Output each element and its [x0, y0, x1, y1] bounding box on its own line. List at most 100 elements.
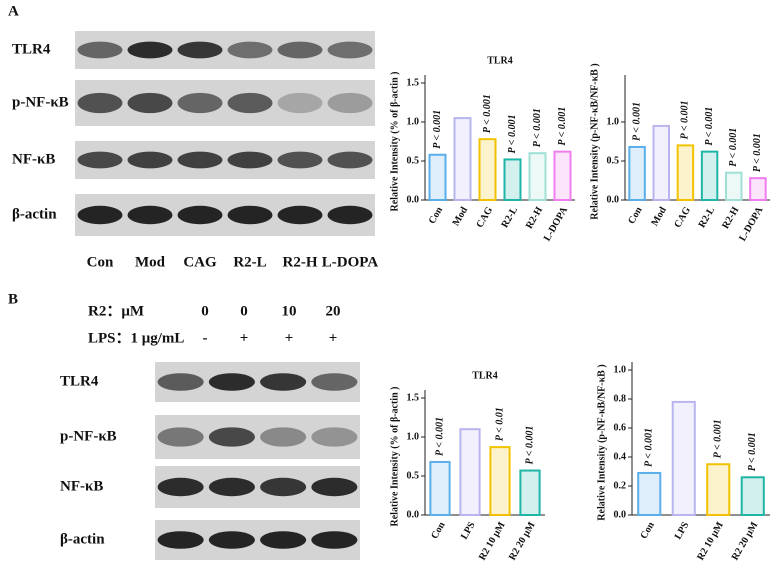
x-tick-label: R2 10 μM [695, 520, 726, 563]
treatment-level: 10 [282, 303, 297, 319]
bar [676, 144, 695, 201]
treatment-level: 0 [201, 303, 209, 319]
lane-label: Mod [135, 254, 166, 270]
bar [652, 124, 670, 201]
bar [628, 145, 646, 202]
p-value-annotation: P < 0.001 [557, 107, 568, 146]
treatment-level: 0 [240, 303, 248, 319]
p-value-annotation: P < 0.001 [728, 128, 739, 167]
y-axis-label: Relative Intensity (% of β-actin ) [389, 387, 400, 527]
x-tick-label: R2 10 μM [477, 520, 508, 563]
x-tick-label: LPS [673, 520, 692, 542]
blot-band [208, 373, 255, 391]
y-tick-label: 1.0 [407, 116, 420, 127]
y-axis-label: Relative Intensity (% of β-actin ) [389, 72, 400, 212]
blot-band [311, 373, 358, 391]
blot-band [227, 41, 273, 59]
y-tick-label: 0.6 [614, 422, 627, 433]
x-tick-label: R2-L [499, 205, 520, 230]
blot-band [127, 151, 173, 169]
p-value-annotation: P < 0.001 [644, 428, 655, 467]
blot-strip [75, 194, 375, 236]
x-tick-label: Con [626, 205, 645, 226]
p-value-annotation: P < 0.001 [680, 100, 691, 139]
blot-label: NF-κB [12, 151, 55, 167]
blot-band [227, 151, 273, 169]
bar [489, 446, 511, 517]
blot-band [177, 151, 223, 169]
blot-band [260, 427, 307, 447]
p-value-annotation: P < 0.001 [432, 110, 443, 149]
blot-label: p-NF-κB [60, 428, 117, 444]
blot-band [327, 205, 373, 225]
blot-band [277, 205, 323, 225]
bar [725, 171, 743, 201]
blot-band [208, 531, 255, 549]
bar [478, 138, 497, 202]
y-tick-label: 0.0 [407, 509, 420, 520]
y-tick-label: 0.5 [407, 470, 420, 481]
p-value-annotation: P < 0.001 [532, 108, 543, 147]
y-tick-label: 1.5 [407, 77, 420, 88]
bar [637, 471, 662, 517]
y-tick-label: 0.5 [407, 155, 420, 166]
bar [453, 117, 472, 201]
x-tick-label: R2-H [720, 205, 741, 231]
bar [459, 428, 481, 517]
blot-band [311, 477, 358, 497]
blot-band [157, 427, 204, 447]
bar [503, 158, 522, 202]
treatment-level: + [329, 330, 338, 346]
x-tick-label: L-DOPA [737, 204, 766, 243]
blot-band [327, 41, 373, 59]
blot-label: TLR4 [12, 41, 51, 57]
blot-band [157, 531, 204, 549]
blot-band [177, 92, 223, 114]
blot-band [327, 151, 373, 169]
x-tick-label: L-DOPA [542, 204, 571, 243]
p-value-annotation: P < 0.001 [704, 107, 715, 146]
y-tick-label: 1.0 [607, 116, 620, 127]
x-tick-label: Con [429, 520, 448, 541]
blot-band [260, 531, 307, 549]
bar [671, 400, 696, 516]
x-tick-label: CAG [474, 205, 495, 230]
y-tick-label: 0.8 [614, 393, 627, 404]
bar [528, 152, 547, 201]
blot-band [177, 205, 223, 225]
p-value-annotation: P < 0.001 [713, 419, 724, 458]
blot-band [77, 41, 123, 59]
lane-label: CAG [183, 254, 217, 270]
bar [553, 150, 572, 201]
x-tick-label: Mod [649, 205, 669, 228]
lane-label: L-DOPA [322, 254, 379, 270]
blot-band [227, 205, 273, 225]
treatment-level: + [240, 330, 249, 346]
blot-band [277, 92, 323, 114]
x-tick-label: R2-L [697, 205, 718, 230]
blot-band [260, 373, 307, 391]
blot-band [157, 477, 204, 497]
y-tick-label: 0.2 [614, 480, 627, 491]
blot-label: β-actin [60, 531, 105, 547]
p-value-annotation: P < 0.001 [434, 417, 445, 456]
blot-band [208, 427, 255, 447]
blot-band [260, 477, 307, 497]
blot-band [277, 151, 323, 169]
bar [740, 476, 765, 516]
lane-label: Con [87, 254, 114, 270]
bar [706, 463, 731, 516]
y-tick-label: 1.0 [614, 364, 627, 375]
x-tick-label: Mod [451, 205, 471, 228]
bar [749, 177, 767, 202]
blot-band [77, 205, 123, 225]
p-value-annotation: P < 0.001 [507, 115, 518, 154]
chart-title: TLR4 [487, 55, 513, 66]
x-tick-label: R2-H [524, 205, 545, 231]
x-tick-label: LPS [459, 520, 478, 542]
treatment-label: LPS：1 μg/mL [88, 330, 184, 346]
p-value-annotation: P < 0.001 [524, 426, 535, 465]
blot-band [227, 92, 273, 114]
blot-band [77, 151, 123, 169]
chart-title: TLR4 [472, 370, 498, 381]
